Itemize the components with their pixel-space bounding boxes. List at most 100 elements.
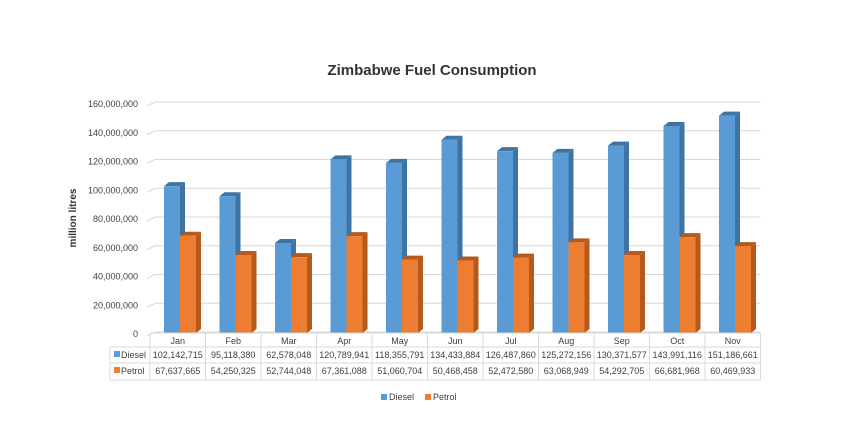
x-tick-label: Jun [448,336,463,346]
bar-top [219,192,241,197]
table-cell: 95,118,380 [211,350,255,360]
bar-front [568,242,585,333]
legend-label: Petrol [433,392,457,402]
bar-top [735,242,756,247]
table-cell: 151,186,661 [708,350,758,360]
bar-top [568,238,590,243]
table-series-name: Petrol [121,366,145,376]
bar-top [441,135,463,140]
bar-top [180,231,201,236]
bar-top [679,233,701,238]
bar-top [513,253,534,258]
gridline [146,130,761,136]
bar-petrol-nov [735,242,756,333]
table-cell: 118,355,791 [375,350,424,360]
bar-front [679,237,696,333]
bar-top [552,148,574,153]
bar-side [529,253,534,333]
chart-title: Zimbabwe Fuel Consumption [327,62,536,79]
table-cell: 120,789,941 [319,350,369,360]
table-cell: 54,250,325 [211,366,256,376]
bar-top [291,253,312,258]
table-cell: 143,991,116 [653,350,702,360]
bar-petrol-jun [457,256,479,333]
bar-front [402,259,418,333]
bar-side [307,253,312,333]
bar-top [386,158,407,163]
y-tick-label: 60,000,000 [93,243,138,253]
table-cell: 52,744,048 [266,366,311,376]
table-cell: 126,487,860 [486,350,536,360]
table-cell: 125,272,156 [541,350,591,360]
bar-petrol-may [402,255,423,333]
x-tick-label: May [391,336,409,346]
gridline [146,101,761,107]
bar-diesel-jan [164,182,185,333]
bar-side [418,255,423,333]
table-cell: 52,472,580 [488,366,533,376]
y-tick-label: 20,000,000 [93,300,138,310]
bar-side [640,250,645,333]
y-tick-label: 160,000,000 [88,99,138,109]
x-tick-label: Sep [614,336,630,346]
petrol-legend-key [114,367,120,373]
y-tick-label: 140,000,000 [88,128,138,138]
bar-front [441,139,458,333]
bar-side [695,233,701,333]
bar-petrol-sep [624,250,645,333]
bar-front [513,257,529,333]
bar-petrol-mar [291,253,312,333]
bar-petrol-oct [679,233,701,333]
bar-front [386,162,402,333]
legend-swatch [381,394,387,400]
y-tick-label: 120,000,000 [88,157,138,167]
bar-top [164,182,185,187]
bar-front [663,126,680,333]
x-tick-label: Feb [225,336,241,346]
legend-swatch [425,394,431,400]
table-cell: 67,361,088 [322,366,367,376]
bar-top [624,250,645,255]
bar-top [235,251,257,256]
legend-item-diesel: Diesel [381,392,414,402]
bar-front [330,159,347,333]
bar-petrol-jan [180,231,201,333]
bar-side [584,238,590,333]
bar-front [291,257,307,333]
table-cell: 51,060,704 [377,366,422,376]
bar-top [497,147,518,152]
bar-petrol-jul [513,253,534,333]
y-tick-label: 100,000,000 [88,185,138,195]
bar-top [330,155,352,160]
table-cell: 130,371,577 [597,350,647,360]
bar-front [457,260,474,333]
bar-diesel-nov [719,111,740,333]
bar-front [180,235,196,333]
legend-label: Diesel [389,392,414,402]
y-tick-label: 80,000,000 [93,214,138,224]
bar-top [275,239,296,244]
table-cell: 66,681,968 [655,366,700,376]
bar-side [751,242,756,333]
table-cell: 60,469,933 [710,366,755,376]
bar-top [663,122,685,127]
bar-side [473,256,479,333]
bar-front [719,115,735,333]
bar-top [608,141,629,146]
bar-top [402,255,423,260]
x-tick-label: Apr [337,336,351,346]
bar-side [362,232,368,333]
x-tick-label: Nov [725,336,742,346]
x-tick-label: Jan [170,336,185,346]
bar-front [735,246,751,333]
x-tick-label: Jul [505,336,517,346]
table-cell: 50,468,458 [433,366,478,376]
table-cell: 63,068,949 [544,366,589,376]
bar-front [624,254,640,333]
bar-side [196,231,201,333]
y-tick-label: 40,000,000 [93,272,138,282]
x-tick-label: Mar [281,336,297,346]
bar-front [608,145,624,333]
